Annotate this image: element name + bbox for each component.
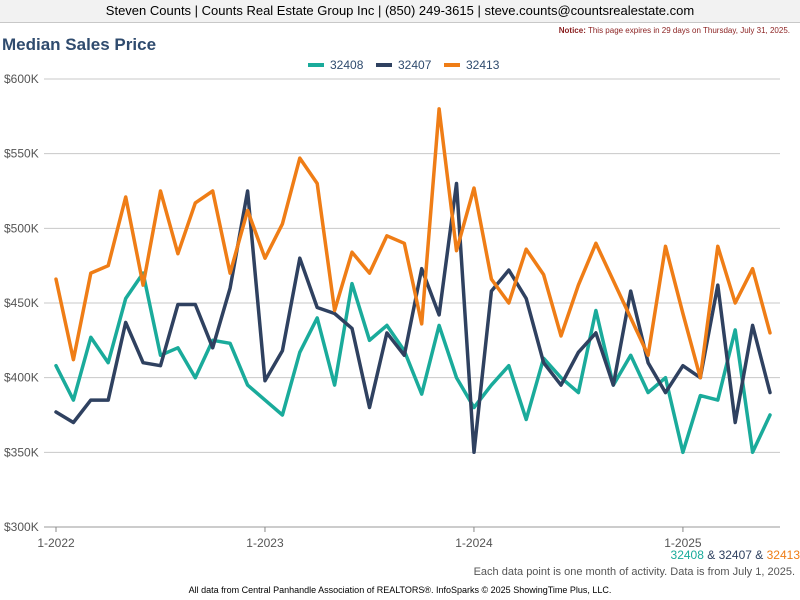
series-line-32408 bbox=[54, 271, 772, 455]
x-axis: 1-2022 1-2023 1-2024 1-2025 bbox=[37, 527, 702, 548]
x-tick-label: 1-2022 bbox=[37, 536, 75, 548]
data-source: All data from Central Panhandle Associat… bbox=[188, 585, 612, 595]
agent-header-bar: Steven Counts | Counts Real Estate Group… bbox=[0, 0, 800, 23]
legend-label: 32413 bbox=[466, 58, 500, 72]
bottom-zip-legend: 32408 & 32407 & 32413 bbox=[671, 548, 800, 562]
series-line-32413 bbox=[54, 107, 772, 380]
y-tick-label: $600K bbox=[4, 72, 39, 86]
y-tick-label: $300K bbox=[4, 520, 39, 534]
expiry-notice: Notice: This page expires in 29 days on … bbox=[559, 26, 790, 35]
legend-zip-32413: 32413 bbox=[766, 548, 800, 562]
notice-text: This page expires in 29 days on Thursday… bbox=[585, 26, 790, 35]
median-sales-price-chart: $300K $350K $400K $450K $500K $550K $600K 1-20… bbox=[4, 58, 780, 548]
series-line-32407 bbox=[54, 181, 772, 455]
y-tick-label: $500K bbox=[4, 221, 39, 235]
y-axis: $300K $350K $400K $450K $500K $550K $600K bbox=[4, 72, 39, 534]
legend-separator: & bbox=[751, 548, 767, 562]
y-tick-label: $450K bbox=[4, 296, 39, 310]
legend-label: 32408 bbox=[330, 58, 364, 72]
series-lines bbox=[54, 107, 772, 455]
legend-label: 32407 bbox=[398, 58, 432, 72]
x-tick-label: 1-2023 bbox=[246, 536, 284, 548]
gridlines bbox=[44, 78, 780, 528]
chart-title: Median Sales Price bbox=[2, 35, 157, 54]
data-note: Each data point is one month of activity… bbox=[473, 566, 795, 578]
notice-label: Notice: bbox=[558, 26, 586, 35]
x-tick-label: 1-2025 bbox=[664, 536, 702, 548]
legend-zip-32408: 32408 bbox=[670, 548, 704, 562]
y-tick-label: $400K bbox=[4, 371, 39, 385]
x-tick-label: 1-2024 bbox=[455, 536, 493, 548]
y-tick-label: $550K bbox=[4, 147, 39, 161]
legend: 32408 32407 32413 bbox=[308, 58, 500, 72]
y-tick-label: $350K bbox=[4, 445, 39, 459]
legend-separator: & bbox=[703, 548, 719, 562]
agent-contact-line: Steven Counts | Counts Real Estate Group… bbox=[105, 3, 695, 18]
legend-zip-32407: 32407 bbox=[718, 548, 752, 562]
